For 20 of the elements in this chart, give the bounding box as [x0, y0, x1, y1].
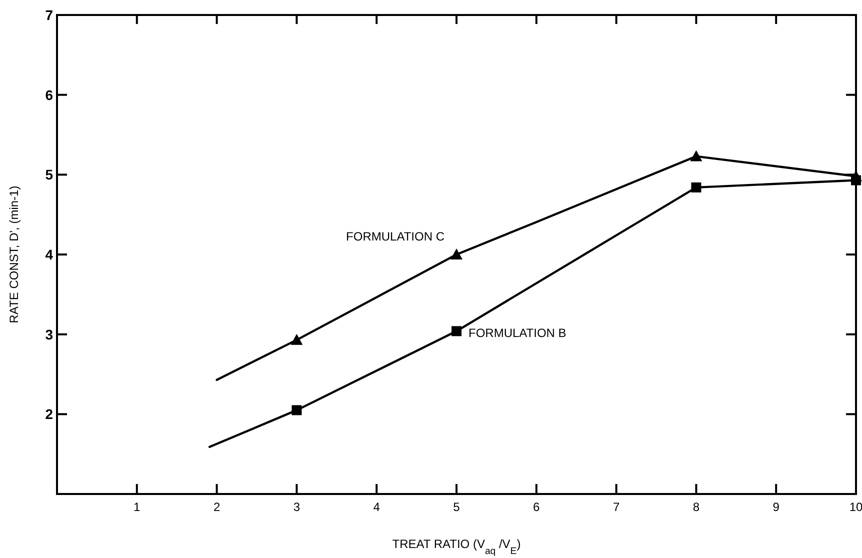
y-axis-title: RATE CONST, D', (min-1)	[7, 186, 21, 324]
x-axis-title: TREAT RATIO (V$_{aq}$ /V$_{E}$)	[392, 537, 521, 556]
y-tick-label: 5	[45, 166, 54, 183]
x-tick-label: 3	[293, 500, 300, 514]
x-tick-label: 7	[612, 500, 620, 514]
y-tick-label: 6	[45, 86, 54, 103]
x-tick-label: 2	[213, 500, 220, 514]
y-tick-label: 4	[45, 246, 54, 262]
x-tick-label: 1	[134, 500, 141, 514]
x-tick-label: 5	[453, 500, 460, 514]
x-tick-label: 9	[772, 500, 780, 514]
series-label: FORMULATION C	[346, 230, 445, 244]
x-tick-label: 8	[692, 500, 700, 514]
series-label: FORMULATION B	[468, 326, 566, 340]
y-tick-label: 3	[45, 326, 54, 342]
y-tick-label: 2	[45, 406, 54, 422]
x-tick-label: 4	[373, 500, 380, 514]
y-tick-label: 7	[45, 7, 54, 23]
x-tick-label: 6	[533, 500, 540, 514]
x-tick-label: 10	[849, 500, 862, 514]
